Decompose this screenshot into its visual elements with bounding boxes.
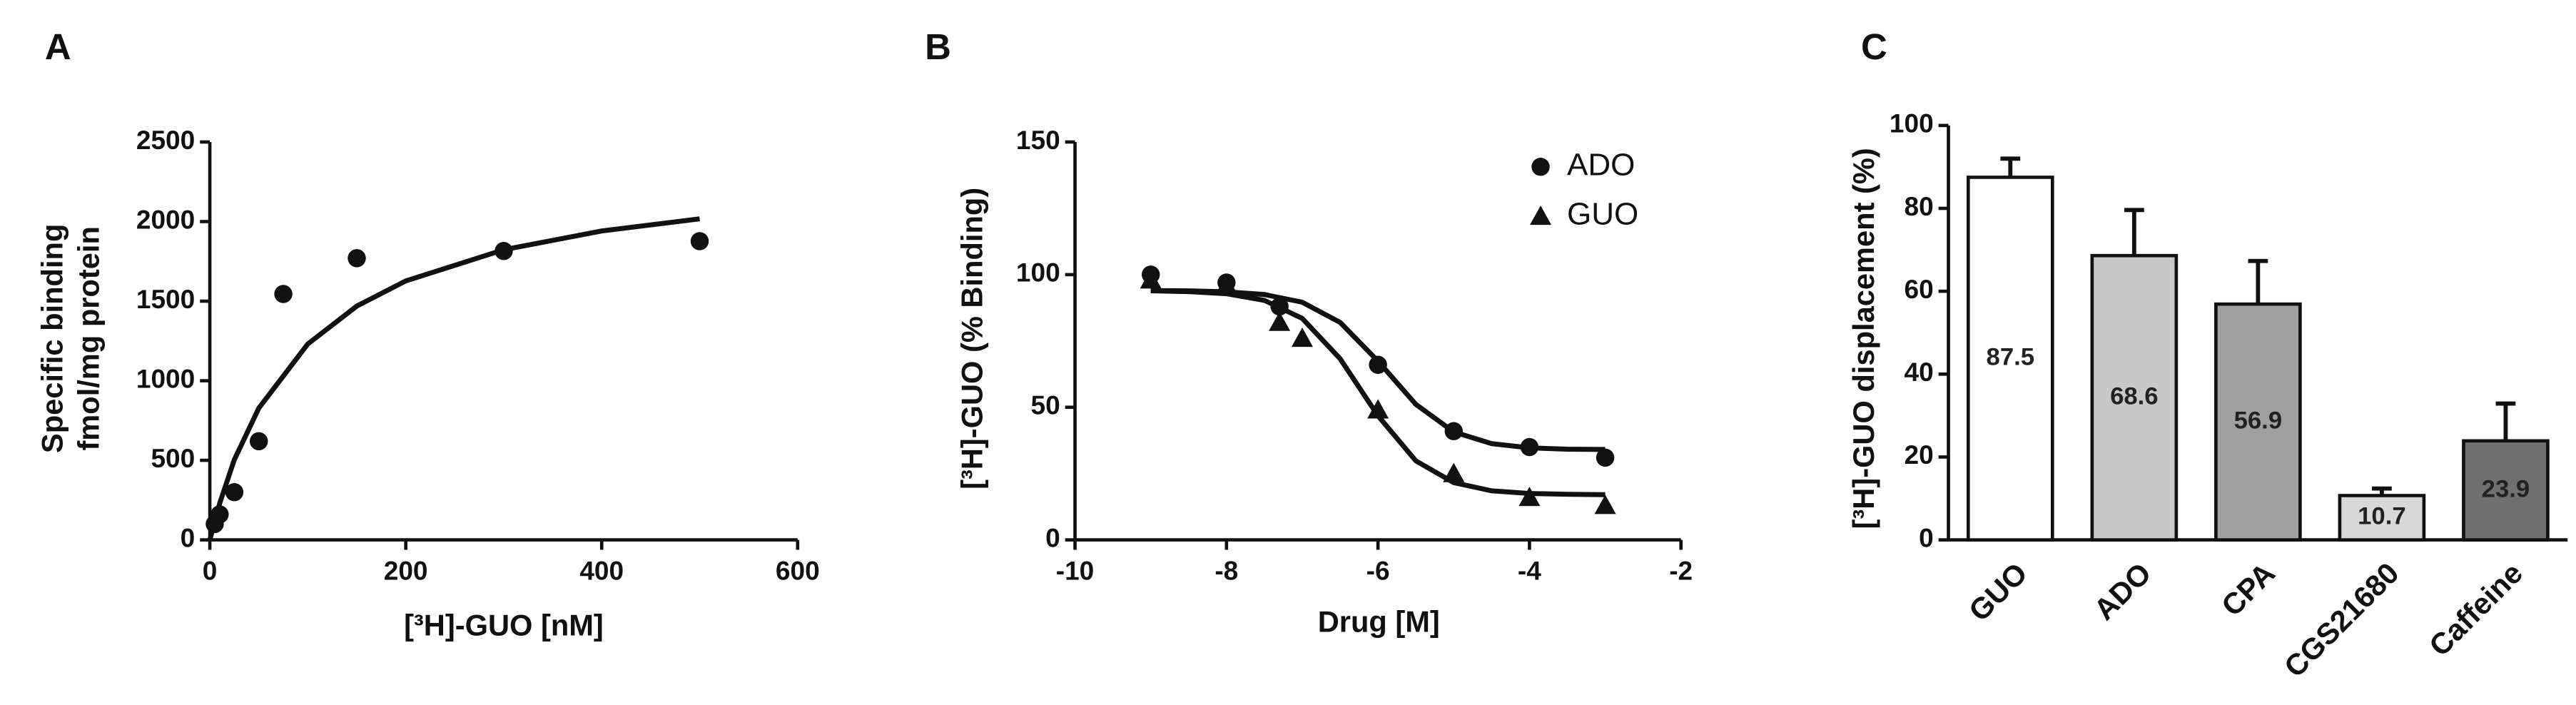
y-axis-label: [³H]-GUO (% Binding) [955, 188, 988, 490]
y-tick-label: 60 [1905, 274, 1934, 304]
data-point [1369, 355, 1387, 374]
data-point [1443, 462, 1465, 482]
y-axis-label: [³H]-GUO displacement (%) [1847, 148, 1880, 529]
data-point [1444, 422, 1463, 440]
legend-marker [1529, 206, 1552, 225]
data-point [1518, 487, 1541, 507]
bar [2090, 253, 2179, 542]
x-tick-label: -10 [1056, 556, 1095, 586]
x-axis-label: [³H]-GUO [nM] [404, 608, 604, 641]
y-tick-label: 100 [1016, 258, 1060, 288]
y-tick-label: 2500 [136, 125, 195, 155]
bar [2338, 494, 2426, 542]
y-tick-label: 0 [1045, 522, 1060, 552]
y-tick-label: 1000 [136, 363, 195, 393]
data-point [495, 242, 513, 260]
x-axis-label: Drug [M] [1318, 605, 1440, 639]
panel-label: B [925, 26, 951, 67]
y-tick-label: 500 [151, 443, 195, 473]
value-label: 23.9 [2482, 475, 2530, 502]
panel-label: C [1861, 26, 1887, 67]
data-point [1215, 274, 1237, 294]
bar [2214, 302, 2302, 542]
y-tick-label: 80 [1905, 191, 1934, 221]
data-point [225, 482, 244, 502]
x-tick-label: -6 [1366, 556, 1390, 586]
x-tick-label: CGS21680 [2278, 556, 2405, 684]
x-tick-label: Caffeine [2423, 556, 2529, 662]
y-tick-label: 40 [1905, 357, 1934, 387]
x-tick-label: 600 [776, 556, 820, 586]
fit-curve [1150, 288, 1606, 497]
legend-label: GUO [1567, 197, 1638, 232]
data-point [1367, 399, 1389, 419]
data-point [1291, 328, 1313, 348]
data-point [1520, 437, 1539, 457]
panel-label: A [45, 26, 71, 67]
value-label: 68.6 [2110, 383, 2159, 410]
y-tick-label: 20 [1905, 440, 1934, 470]
x-tick-label: -8 [1215, 556, 1238, 586]
data-point [1596, 448, 1615, 467]
data-point [274, 285, 293, 303]
value-label: 10.7 [2358, 503, 2406, 530]
y-tick-label: 2000 [136, 204, 195, 234]
y-tick-label: 50 [1031, 390, 1060, 420]
fit-curve [207, 216, 700, 541]
x-tick-label: 400 [579, 556, 624, 586]
x-tick-label: CPA [2215, 556, 2281, 622]
data-point [690, 232, 709, 250]
data-point [249, 432, 268, 451]
x-tick-label: -2 [1669, 556, 1693, 586]
legend-marker [1531, 157, 1550, 176]
data-point [1594, 494, 1616, 514]
x-tick-label: 0 [203, 556, 218, 586]
y-axis-label: fmol/mg protein [71, 226, 105, 450]
y-tick-label: 150 [1016, 125, 1060, 155]
x-tick-label: 200 [384, 556, 428, 586]
x-tick-label: GUO [1962, 556, 2034, 627]
bar [2462, 439, 2550, 542]
bar [1966, 176, 2054, 542]
data-point [1269, 311, 1291, 331]
x-tick-label: ADO [2087, 556, 2158, 627]
y-tick-label: 0 [1919, 522, 1934, 552]
y-tick-label: 100 [1890, 108, 1934, 138]
value-label: 56.9 [2234, 407, 2283, 435]
y-tick-label: 1500 [136, 284, 195, 314]
x-tick-label: -4 [1518, 556, 1541, 586]
data-point [348, 249, 366, 268]
y-tick-label: 0 [181, 522, 196, 552]
legend-label: ADO [1567, 147, 1635, 182]
value-label: 87.5 [1987, 344, 2035, 371]
data-point [211, 505, 229, 524]
y-axis-label: Specific binding [36, 224, 69, 453]
data-point [1140, 269, 1162, 289]
